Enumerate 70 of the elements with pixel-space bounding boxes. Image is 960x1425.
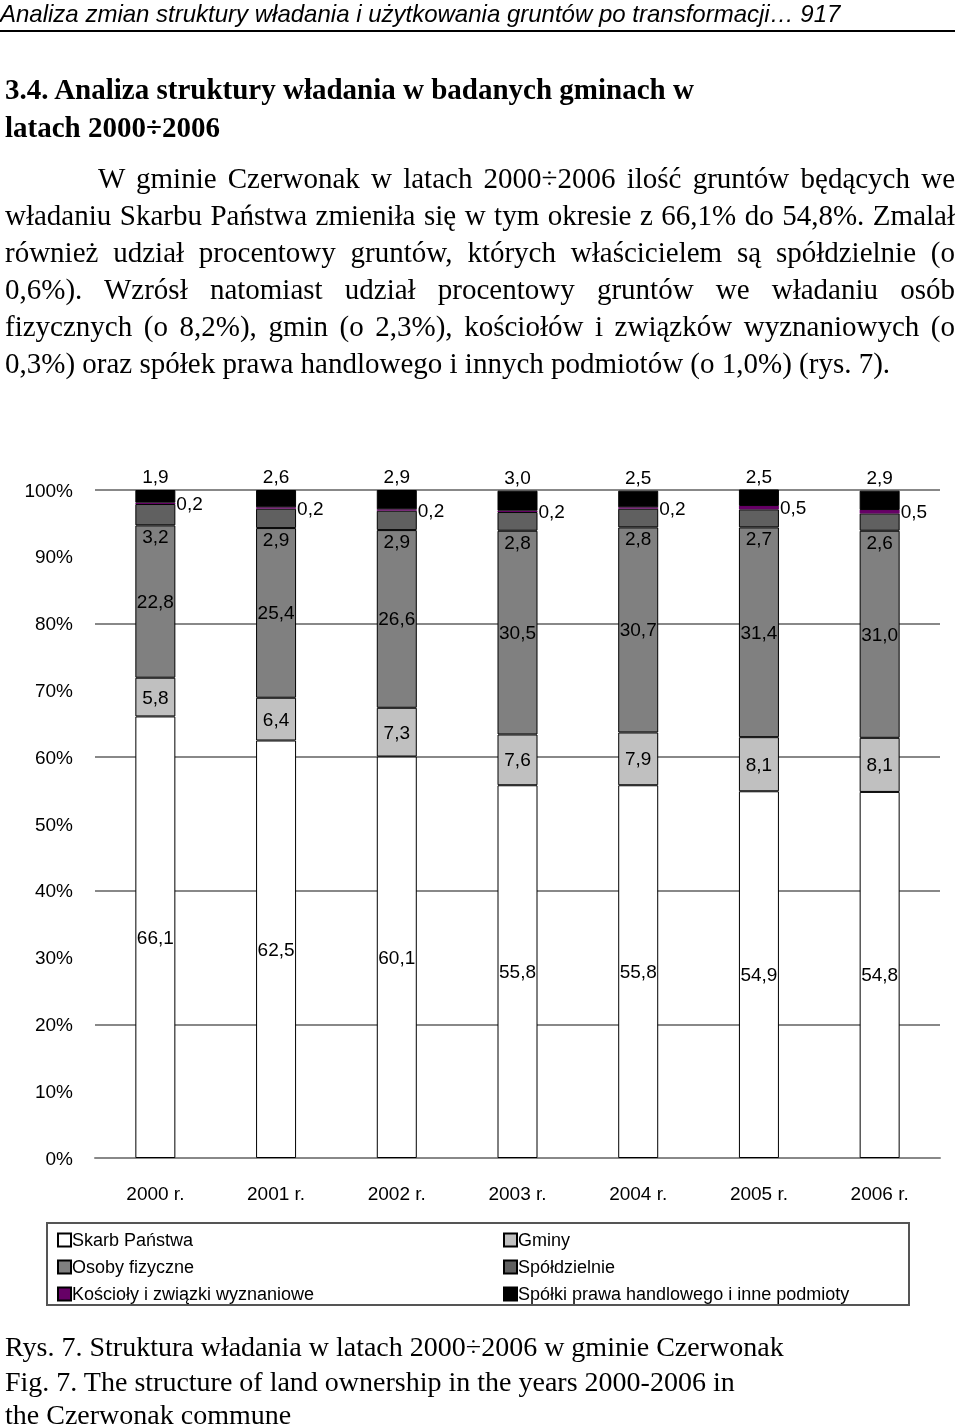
data-label: 5,8 [142,686,169,708]
data-label: 54,8 [861,964,899,986]
legend-label: Spółdzielnie [518,1257,616,1277]
legend-label: Gminy [518,1230,571,1250]
data-label: 31,0 [861,623,899,645]
x-tick-label: 2004 r. [609,1183,668,1204]
text: 3.4. Analiza struktury władania w badanych gminach w latach 2000÷2006 [5,72,695,145]
data-label: 3,0 [504,466,531,488]
data-label: 25,4 [257,602,295,624]
data-label: 3,2 [142,526,169,548]
y-tick-label: 40% [34,880,74,902]
data-label: 2,7 [745,528,773,550]
y-tick-label: 20% [34,1013,74,1035]
y-tick-label: 0% [45,1147,74,1169]
data-label: 2,9 [383,531,410,553]
y-tick-label: 100% [24,479,74,501]
x-tick-label: 2003 r. [488,1183,547,1204]
data-label: 31,4 [740,621,778,643]
data-label: 0,2 [659,497,686,519]
text: W gminie Czerwonak w latach 2000÷2006 ilość gruntów będących we władaniu Skarbu Państwa zmieniła się w tym okresie z 66,1% do 54,8%. Zmalał również udział procentowy gruntów, których właścicielem są spółdzielnie (o 0,6%). Wzrósł natomiast udział procentowy gruntów we władaniu osób fizycznych (o 8,2%), gmin (o 2,3%), kościołów i związków wyznaniowych (o 0,3%) oraz spółek prawa handlowego i innych podmiotów (o 1,0%) (rys. 7). [5,161,955,381]
y-tick-label: 80% [34,613,74,635]
x-tick-label: 2001 r. [247,1183,306,1204]
data-label: 30,7 [619,619,657,641]
legend-label: Spółki prawa handlowego i inne podmioty [518,1284,850,1304]
y-tick-label: 90% [34,546,74,568]
data-label: 7,3 [383,721,410,743]
data-label: 0,2 [176,492,203,514]
data-label: 0,5 [779,497,807,519]
data-label: 2,8 [504,531,531,553]
legend-label: Osoby fizyczne [72,1257,195,1277]
data-label: 2,9 [262,529,290,551]
data-label: 8,1 [866,754,893,776]
data-label: 62,5 [257,938,295,960]
y-tick-label: 60% [34,746,74,768]
data-label: 2,8 [625,528,652,550]
data-label: 54,9 [740,964,778,986]
y-tick-label: 10% [34,1080,74,1102]
x-tick-label: 2002 r. [367,1183,426,1204]
data-label: 2,5 [625,466,652,488]
y-tick-label: 70% [34,679,74,701]
data-label: 55,8 [499,961,536,983]
data-label: 22,8 [136,591,174,613]
legend-label: Skarb Państwa [72,1230,195,1250]
data-label: 2,6 [866,531,893,553]
text: Rys. 7. Struktura władania w latach 2000÷2006 w gminie Czerwonak [5,1330,785,1363]
data-label: 2,9 [866,466,893,488]
y-tick-label: 50% [34,813,74,835]
data-label: 8,1 [745,753,773,775]
data-label: 0,2 [417,499,445,521]
data-label: 7,9 [625,748,652,770]
data-label: 2,6 [262,466,290,487]
data-label: 0,2 [538,500,565,522]
x-tick-label: 2000 r. [126,1183,185,1204]
y-tick-label: 30% [34,947,74,969]
data-label: 6,4 [262,708,290,730]
data-label: 0,5 [900,501,928,523]
data-label: 1,9 [142,466,169,487]
data-label: 2,5 [745,465,773,487]
data-label: 66,1 [136,926,174,948]
data-label: 2,9 [383,466,410,487]
legend-label: Kościoły i związki wyznaniowe [72,1284,315,1304]
data-label: 30,5 [499,622,536,644]
text: Fig. 7. The structure of land ownership in the years 2000-2006 in the Czerwonak commune [5,1365,736,1425]
data-label: 7,6 [504,749,531,771]
x-tick-label: 2005 r. [729,1183,788,1204]
data-label: 0,2 [297,497,324,519]
data-label: 26,6 [378,608,416,630]
x-tick-label: 2006 r. [850,1183,909,1204]
data-label: 55,8 [619,961,657,983]
data-label: 60,1 [378,946,416,968]
